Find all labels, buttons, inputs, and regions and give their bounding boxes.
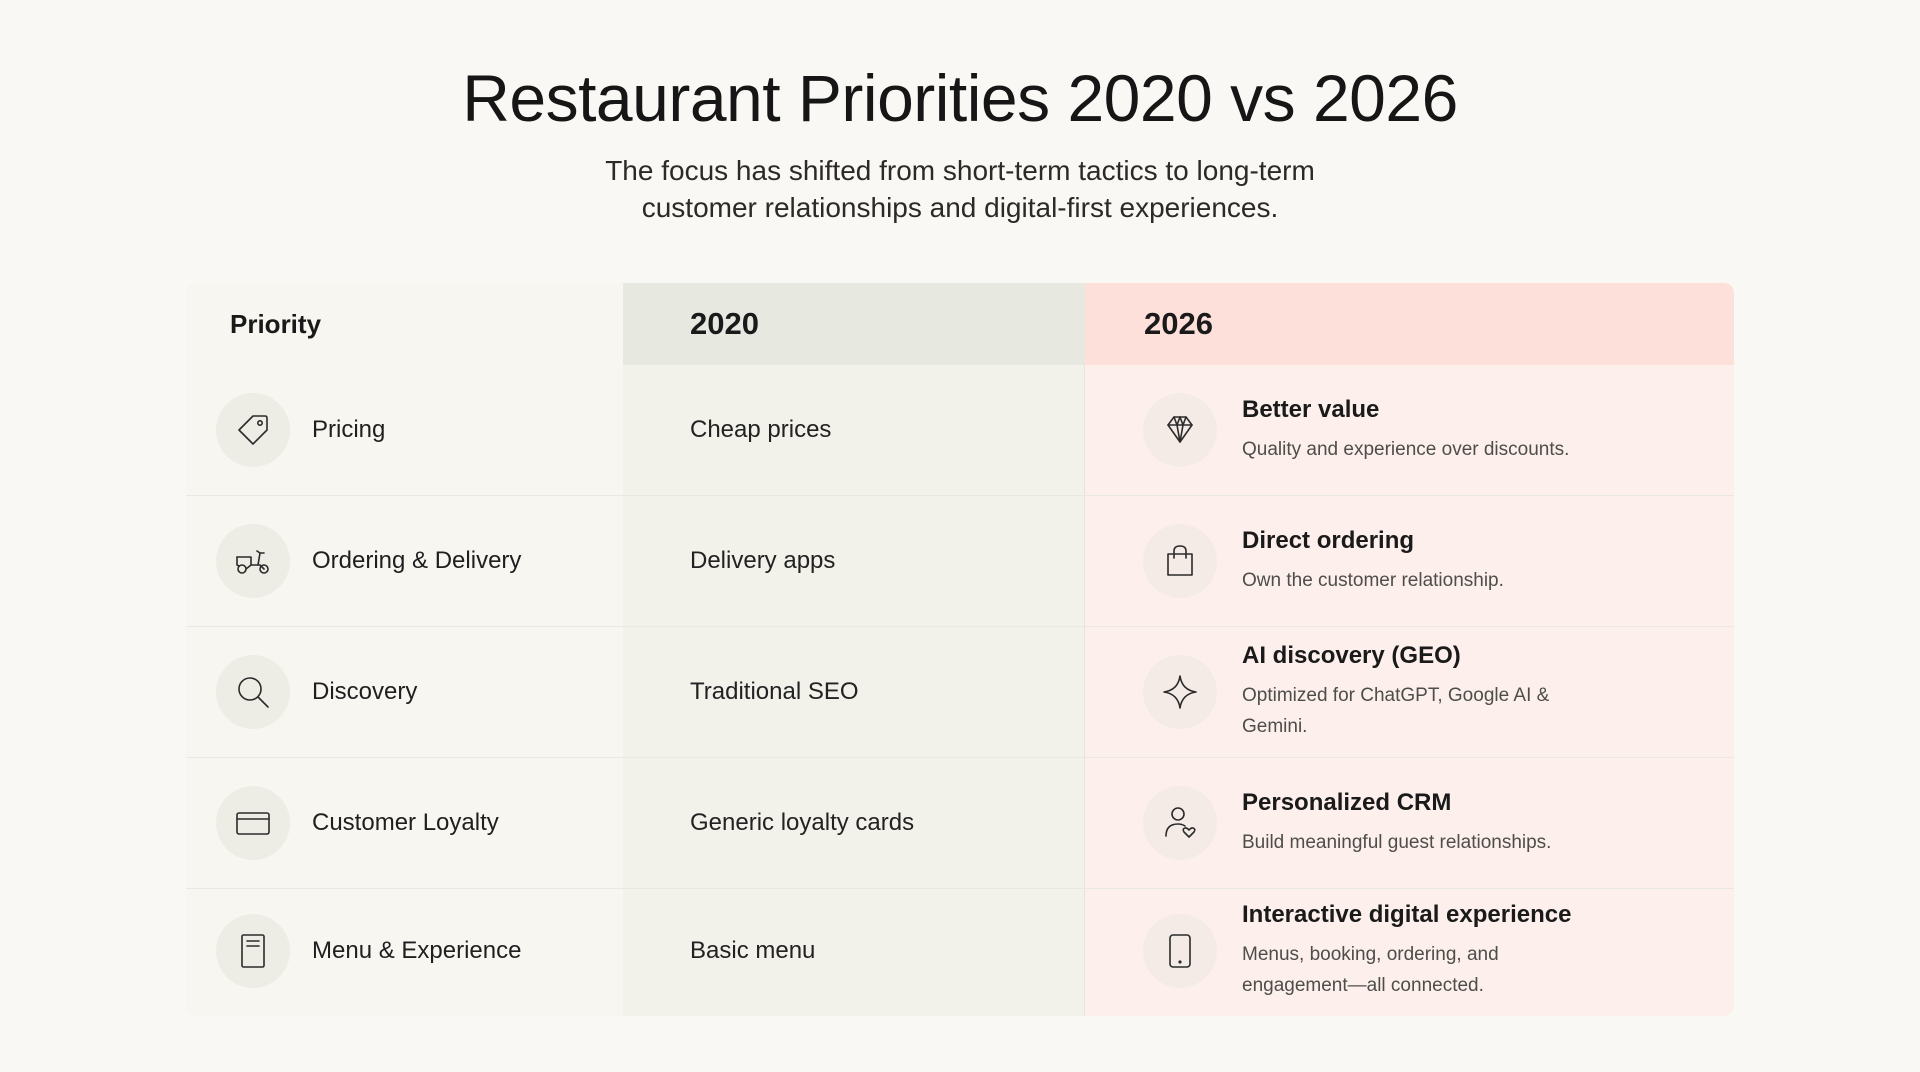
- priority-label: Menu & Experience: [312, 937, 522, 964]
- cell-2026: Better value Quality and experience over…: [1085, 365, 1734, 495]
- value-description: Menus, booking, ordering, and engagement…: [1242, 944, 1499, 996]
- cell-2020: Generic loyalty cards: [690, 809, 915, 836]
- row-divider: [186, 757, 1734, 758]
- search-icon: [216, 655, 290, 729]
- value-description: Build meaningful guest relationships.: [1242, 831, 1552, 853]
- table-row: Pricing Cheap prices Better value Qualit…: [186, 365, 1734, 495]
- priority-cell: Menu & Experience: [186, 886, 623, 1016]
- sparkle-icon: [1143, 655, 1217, 729]
- comparison-table: Priority 2020 2026 Pricing Cheap prices …: [186, 283, 1734, 1016]
- priority-label: Customer Loyalty: [312, 809, 499, 836]
- value-description: Optimized for ChatGPT, Google AI & Gemin…: [1242, 685, 1550, 737]
- shopping-bag-icon: [1143, 524, 1217, 598]
- cell-2020: Traditional SEO: [690, 678, 859, 705]
- priority-cell: Discovery: [186, 627, 623, 757]
- scooter-icon: [216, 524, 290, 598]
- value-title: AI discovery (GEO): [1242, 642, 1461, 669]
- header-2026: 2026: [1085, 283, 1734, 365]
- table-row: Menu & Experience Basic menu Interactive…: [186, 886, 1734, 1016]
- card-icon: [216, 786, 290, 860]
- page-title: Restaurant Priorities 2020 vs 2026: [462, 61, 1458, 135]
- priority-label: Discovery: [312, 678, 418, 705]
- page-subtitle: The focus has shifted from short-term ta…: [0, 152, 1920, 226]
- subtitle-line-1: The focus has shifted from short-term ta…: [605, 155, 1315, 186]
- menu-icon: [216, 914, 290, 988]
- priority-label: Pricing: [312, 416, 386, 443]
- person-heart-icon: [1143, 786, 1217, 860]
- value-description: Quality and experience over discounts.: [1242, 438, 1570, 460]
- priority-label: Ordering & Delivery: [312, 547, 522, 574]
- value-title: Direct ordering: [1242, 526, 1415, 554]
- value-title: Interactive digital experience: [1242, 901, 1572, 928]
- priority-cell: Customer Loyalty: [186, 758, 623, 888]
- priority-cell: Ordering & Delivery: [186, 496, 623, 626]
- row-divider: [186, 495, 1734, 496]
- value-description: Own the customer relationship.: [1242, 569, 1504, 591]
- value-title: Better value: [1242, 395, 1380, 423]
- row-divider: [186, 888, 1734, 889]
- cell-2026: Interactive digital experience Menus, bo…: [1085, 886, 1734, 1016]
- priority-cell: Pricing: [186, 365, 623, 495]
- cell-2026: AI discovery (GEO) Optimized for ChatGPT…: [1085, 627, 1734, 757]
- table-row: Ordering & Delivery Delivery apps Direct…: [186, 496, 1734, 626]
- cell-2026: Direct ordering Own the customer relatio…: [1085, 496, 1734, 626]
- subtitle-line-2: customer relationships and digital-first…: [641, 192, 1279, 223]
- row-divider: [186, 626, 1734, 627]
- column-2020: [623, 283, 1085, 1016]
- diamond-icon: [1143, 393, 1217, 467]
- tablet-icon: [1143, 914, 1217, 988]
- header-2020: 2020: [623, 283, 1085, 365]
- header-priority: Priority: [230, 308, 322, 339]
- cell-2020: Cheap prices: [690, 416, 832, 443]
- value-title: Personalized CRM: [1242, 788, 1452, 816]
- table-row: Customer Loyalty Generic loyalty cards P…: [186, 758, 1734, 888]
- price-tag-icon: [216, 393, 290, 467]
- table-row: Discovery Traditional SEO AI discovery (…: [186, 627, 1734, 757]
- cell-2020: Basic menu: [690, 937, 816, 964]
- cell-2020: Delivery apps: [690, 547, 836, 574]
- cell-2026: Personalized CRM Build meaningful guest …: [1085, 758, 1734, 888]
